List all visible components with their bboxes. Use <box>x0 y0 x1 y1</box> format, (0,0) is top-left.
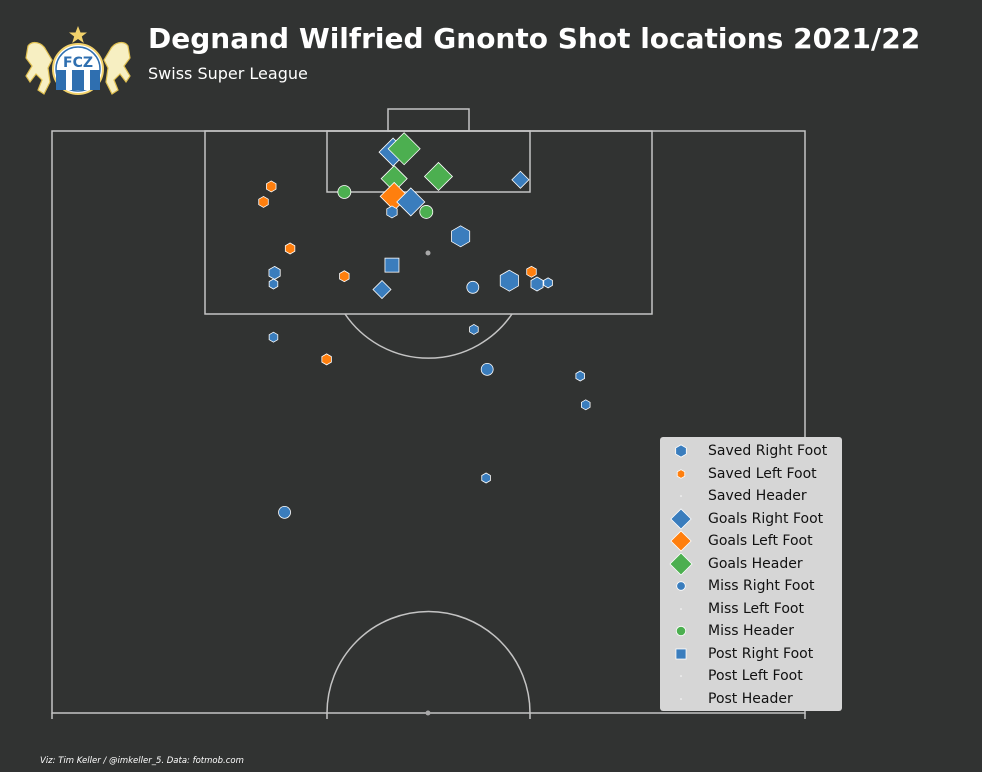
legend-label: Goals Right Foot <box>708 510 824 527</box>
shot-marker-miss-right-foot <box>480 362 494 376</box>
legend-label: Miss Right Foot <box>708 578 815 594</box>
centre-spot <box>425 710 431 716</box>
shot-marker-saved-right-foot <box>386 205 398 219</box>
shot-marker-saved-left-foot <box>258 195 269 208</box>
shot-marker-saved-right-foot <box>268 278 279 290</box>
shot-marker-saved-right-foot <box>499 269 519 292</box>
legend-marker <box>680 697 682 700</box>
legend-entry: Post Header <box>660 688 842 710</box>
legend-marker-icon <box>675 444 687 458</box>
legend-marker-icon <box>670 530 692 552</box>
shot-marker-goals-right-foot <box>511 170 530 189</box>
legend-entry: Goals Left Foot <box>660 530 842 552</box>
legend: Saved Right Foot Saved Left Foot Saved Hea… <box>660 437 842 711</box>
shot-marker-saved-right-foot <box>543 277 553 289</box>
legend-entry: Miss Left Foot <box>660 598 842 620</box>
goal <box>387 108 470 132</box>
shot-marker-saved-right-foot <box>581 399 591 411</box>
legend-marker-icon <box>680 697 682 700</box>
penalty-spot <box>425 250 431 256</box>
shot-marker-saved-right-foot <box>530 276 544 292</box>
legend-marker <box>675 625 687 637</box>
legend-label: Goals Header <box>708 555 803 572</box>
shot-marker-saved-right-foot <box>268 265 281 280</box>
legend-marker <box>676 581 686 591</box>
legend-label: Miss Left Foot <box>708 600 804 617</box>
shot-marker-goals-header <box>423 161 454 192</box>
shot-marker-saved-right-foot <box>481 472 491 484</box>
shot-marker-goals-header <box>387 132 421 166</box>
shots-layer <box>258 132 591 519</box>
legend-entry: Goals Header <box>660 552 842 575</box>
legend-entry: Saved Left Foot <box>660 463 842 485</box>
shot-marker-saved-left-foot <box>339 270 350 283</box>
shot-marker-saved-left-foot <box>526 265 537 278</box>
legend-label: Miss Header <box>708 623 794 639</box>
star-icon <box>69 26 87 43</box>
legend-entry: Post Left Foot <box>660 665 842 687</box>
shot-marker-saved-left-foot <box>321 353 332 366</box>
legend-label: Post Right Foot <box>708 645 814 662</box>
shot-marker-saved-right-foot <box>469 323 479 335</box>
legend-marker <box>680 607 682 610</box>
club-logo: FCZ <box>22 24 134 98</box>
shot-marker-miss-right-foot <box>278 505 291 519</box>
legend-entry: Miss Right Foot <box>660 575 842 597</box>
shot-marker-goals-right-foot <box>396 187 426 217</box>
shot-marker-saved-left-foot <box>284 242 296 255</box>
legend-marker <box>675 648 687 659</box>
legend-marker-icon <box>680 495 682 497</box>
legend-marker-icon <box>680 607 682 610</box>
six-yard-box <box>326 130 531 193</box>
legend-label: Post Left Foot <box>708 668 803 684</box>
shot-marker-miss-right-foot <box>466 280 480 294</box>
legend-entry: Post Right Foot <box>660 643 842 665</box>
legend-marker <box>675 444 687 458</box>
legend-marker-icon <box>676 581 686 591</box>
legend-marker-icon <box>670 507 692 530</box>
legend-marker-icon <box>675 648 687 659</box>
legend-label: Saved Header <box>708 488 807 504</box>
legend-marker <box>670 507 692 530</box>
pitch-lines <box>51 108 806 719</box>
legend-marker <box>680 675 682 677</box>
logo-text: FCZ <box>63 55 93 71</box>
chart-subtitle: Swiss Super League <box>148 64 308 83</box>
shot-marker-saved-right-foot <box>451 225 471 248</box>
legend-marker <box>669 552 693 575</box>
centre-circle <box>326 610 531 714</box>
legend-marker-icon <box>676 468 686 479</box>
legend-entry: Goals Right Foot <box>660 507 842 530</box>
legend-marker <box>670 530 692 552</box>
legend-label: Post Header <box>708 690 793 707</box>
legend-label: Saved Right Foot <box>708 443 828 459</box>
legend-entry: Saved Header <box>660 485 842 507</box>
penalty-arc <box>344 313 513 359</box>
shot-marker-goals-right-foot <box>372 279 392 300</box>
shot-marker-post-right-foot <box>384 257 400 273</box>
shot-marker-miss-header <box>337 185 352 199</box>
credit-text: Viz: Tim Keller / @imkeller_5. Data: fot… <box>40 756 244 766</box>
shot-marker-saved-left-foot <box>266 180 277 193</box>
legend-label: Saved Left Foot <box>708 465 817 482</box>
legend-marker-icon <box>680 675 682 677</box>
legend-marker-icon <box>675 625 687 637</box>
chart-title: Degnand Wilfried Gnonto Shot locations 2… <box>148 22 921 55</box>
legend-entry: Saved Right Foot <box>660 440 842 462</box>
legend-label: Goals Left Foot <box>708 533 813 549</box>
shot-marker-saved-right-foot <box>268 331 279 343</box>
legend-marker-icon <box>669 552 693 575</box>
shot-marker-miss-header <box>419 205 434 219</box>
legend-marker <box>680 495 682 497</box>
shot-marker-saved-right-foot <box>575 370 585 382</box>
legend-marker <box>676 468 686 479</box>
legend-entry: Miss Header <box>660 620 842 642</box>
